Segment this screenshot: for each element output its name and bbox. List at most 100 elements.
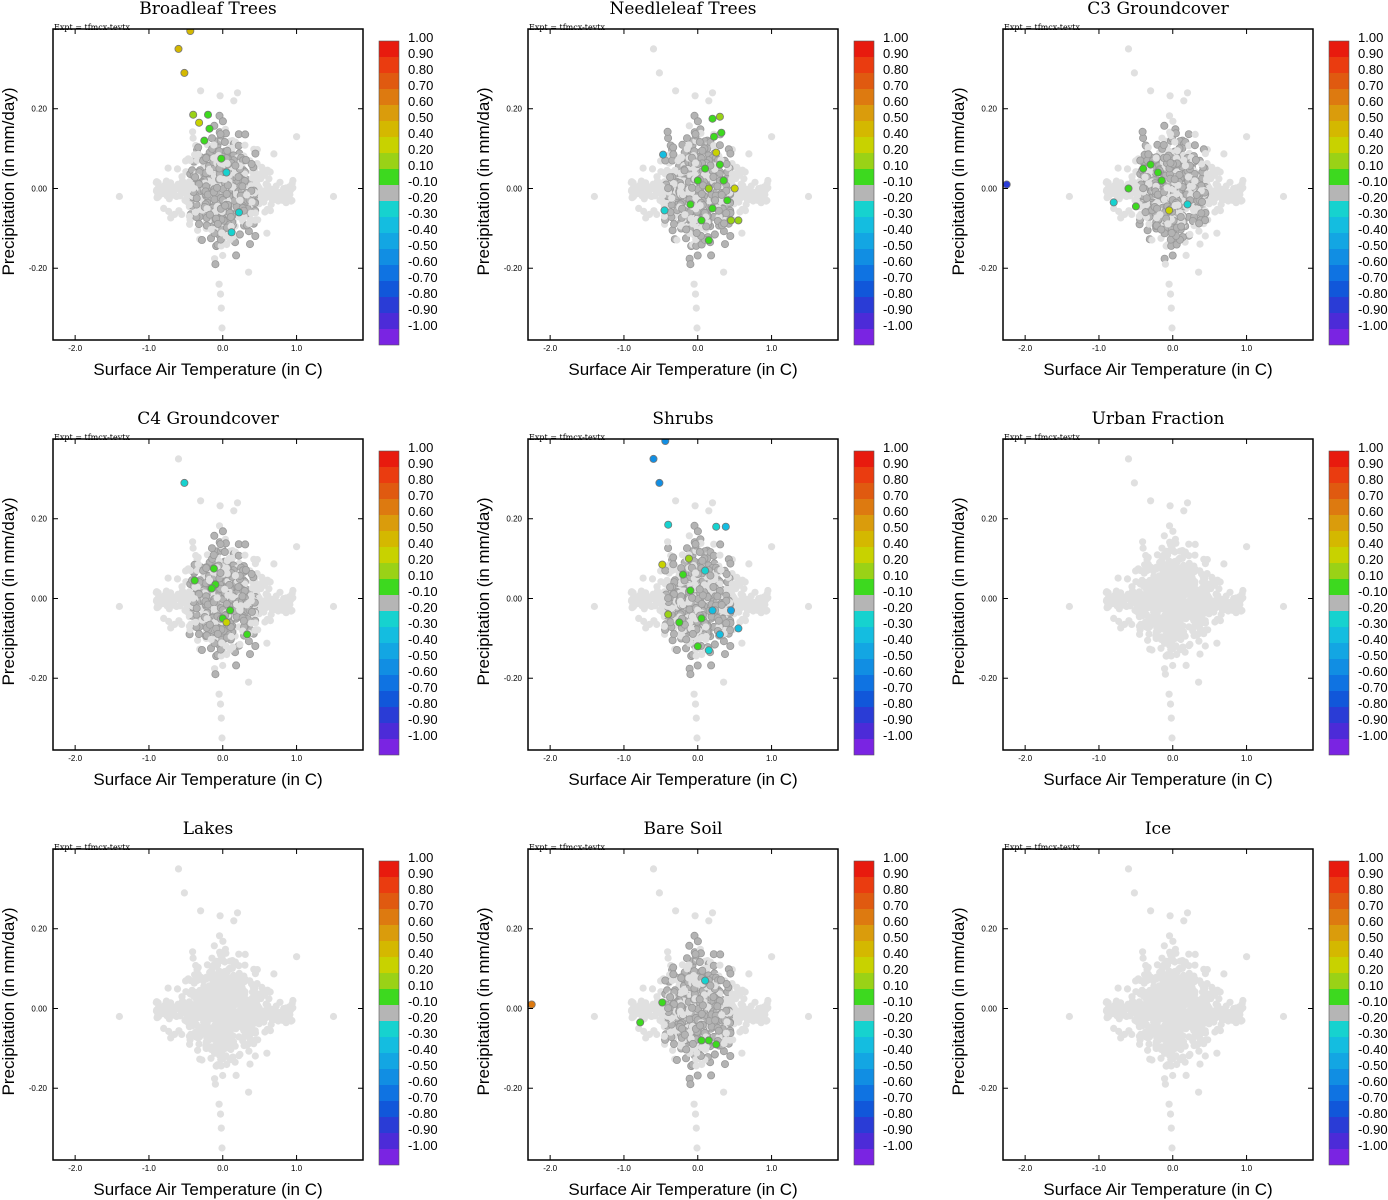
background-point <box>185 212 193 220</box>
expt-label: Expt = tfmcx-tevtx <box>1004 23 1080 32</box>
background-point <box>268 595 276 603</box>
neutral-point <box>194 220 203 229</box>
colorbar-swatch <box>1329 73 1349 89</box>
background-point <box>227 222 235 231</box>
highlight-point <box>234 208 243 217</box>
background-point <box>282 609 290 617</box>
highlight-point <box>664 520 673 529</box>
x-tick-label: -1.0 <box>617 754 631 763</box>
highlight-point <box>200 136 209 145</box>
neutral-point <box>234 583 243 592</box>
colorbar: 1.000.900.800.700.600.500.400.200.10-0.1… <box>378 440 438 756</box>
background-point <box>639 574 647 582</box>
neutral-point <box>664 184 673 193</box>
highlight-point <box>712 522 721 531</box>
highlight-point <box>222 618 231 627</box>
background-point <box>677 154 685 162</box>
neutral-point <box>707 661 716 670</box>
neutral-point <box>241 566 250 575</box>
colorbar-swatch <box>854 451 874 467</box>
neutral-point <box>213 629 222 638</box>
background-point <box>191 208 200 216</box>
expt-label: Expt = tfmcx-tevtx <box>529 23 605 32</box>
background-point <box>1186 230 1194 238</box>
colorbar-label: -0.30 <box>1358 206 1388 221</box>
colorbar-swatch <box>379 137 399 153</box>
neutral-point <box>1139 184 1148 193</box>
colorbar-swatch <box>854 675 874 691</box>
background-point <box>764 176 772 185</box>
neutral-point <box>247 186 256 195</box>
background-point <box>236 196 244 204</box>
background-point <box>1128 173 1136 181</box>
background-point <box>1065 192 1073 201</box>
highlight-point <box>704 184 713 193</box>
colorbar-swatch <box>854 249 874 265</box>
colorbar-swatch <box>379 121 399 137</box>
background-point <box>757 609 765 617</box>
neutral-point <box>713 182 722 191</box>
background-point <box>673 236 681 244</box>
background-point <box>1168 324 1176 332</box>
background-point <box>691 159 700 167</box>
background-point <box>1158 134 1166 142</box>
neutral-point <box>707 251 716 260</box>
colorbar-swatch <box>379 185 399 201</box>
background-point <box>740 175 748 183</box>
x-tick-label: 0.0 <box>1167 344 1179 353</box>
background-point <box>162 587 170 595</box>
background-point <box>691 92 699 100</box>
background-point <box>1164 220 1172 228</box>
background-point <box>627 588 635 597</box>
background-point <box>642 624 650 632</box>
points <box>1003 45 1288 332</box>
panel-title: C4 Groundcover <box>137 409 279 429</box>
background-point <box>685 122 693 130</box>
background-point <box>158 186 166 194</box>
colorbar-label: -0.50 <box>1358 238 1388 253</box>
background-point <box>1217 200 1225 209</box>
neutral-point <box>726 149 735 158</box>
background-point <box>189 128 197 136</box>
highlight-point <box>205 124 214 133</box>
highlight-point <box>1154 168 1163 177</box>
neutral-point <box>709 172 718 181</box>
background-point <box>164 574 172 582</box>
background-point <box>690 280 698 288</box>
colorbar-swatch <box>854 329 874 345</box>
neutral-point <box>1190 141 1199 150</box>
background-point <box>1102 178 1110 187</box>
y-tick-label: -0.20 <box>979 264 998 273</box>
colorbar-label: -0.30 <box>408 206 438 221</box>
neutral-point <box>716 540 725 549</box>
colorbar-label: 0.70 <box>408 488 433 503</box>
highlight-point <box>227 228 236 237</box>
background-point <box>1198 160 1206 168</box>
colorbar-swatch <box>854 121 874 137</box>
background-point <box>178 583 186 591</box>
background-point <box>733 573 741 582</box>
background-point <box>717 566 725 574</box>
colorbar-swatch <box>854 169 874 185</box>
colorbar-label: -0.30 <box>883 206 913 221</box>
background-point <box>191 583 199 591</box>
background-point <box>263 615 271 624</box>
colorbar-label: -1.00 <box>883 728 913 743</box>
background-point <box>804 602 813 611</box>
background-point <box>241 141 249 149</box>
neutral-point <box>1138 127 1147 136</box>
colorbar-label: -0.20 <box>883 600 913 615</box>
background-point <box>705 97 713 105</box>
highlight-point <box>686 586 695 595</box>
colorbar-swatch <box>1329 233 1349 249</box>
colorbar-swatch <box>1329 137 1349 153</box>
y-tick-label: -0.20 <box>29 264 48 273</box>
x-tick-label: 1.0 <box>1241 344 1253 353</box>
neutral-point <box>194 590 203 599</box>
background-point <box>710 142 718 150</box>
background-point <box>1196 650 1204 658</box>
background-point <box>1124 45 1133 53</box>
background-point <box>231 572 239 580</box>
colorbar-swatch <box>854 217 874 233</box>
colorbar-label: 0.60 <box>408 504 433 519</box>
